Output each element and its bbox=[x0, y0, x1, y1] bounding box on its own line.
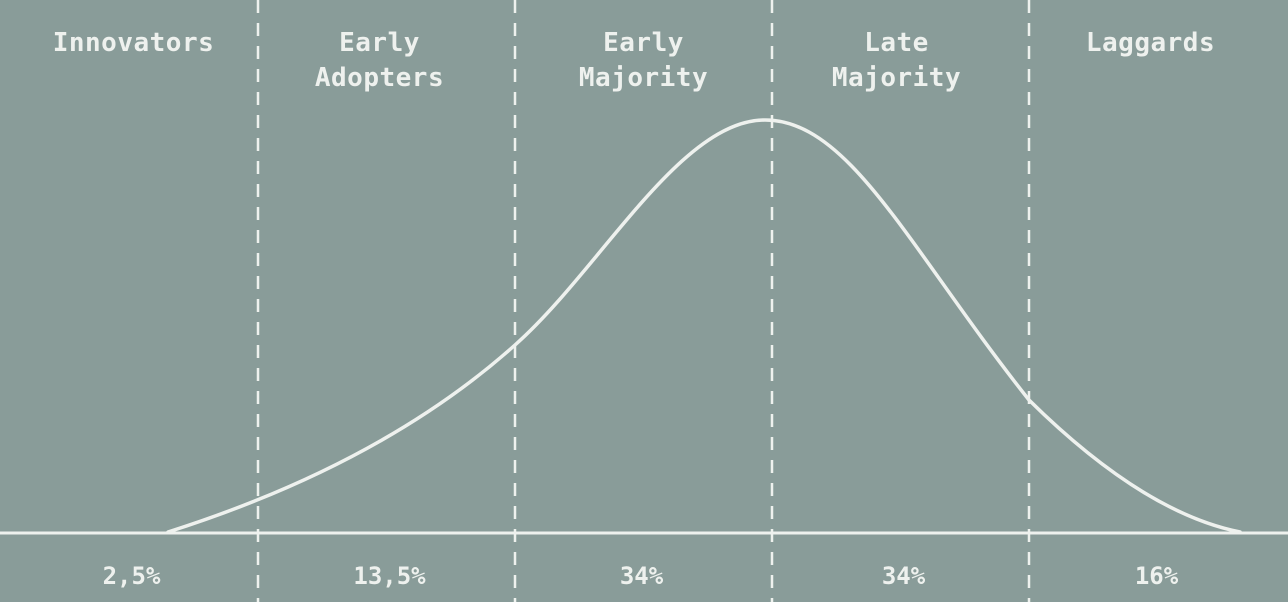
share-laggards: 16% bbox=[1134, 562, 1179, 590]
segment-title-early-adopters: Early Adopters bbox=[251, 26, 508, 96]
segment-title-line: Laggards bbox=[1085, 28, 1216, 58]
segment-title-line: Innovators bbox=[52, 28, 215, 58]
segment-title-line: Late bbox=[864, 28, 929, 58]
segment-title-line: Early bbox=[603, 28, 684, 58]
share-late-majority: 34% bbox=[881, 562, 926, 590]
share-early-majority: 34% bbox=[619, 562, 664, 590]
segment-title-innovators: Innovators bbox=[5, 26, 262, 61]
segment-title-laggards: Laggards bbox=[1022, 26, 1279, 61]
share-early-adopters: 13,5% bbox=[353, 562, 426, 590]
segment-title-line: Early bbox=[339, 28, 420, 58]
bell-curve bbox=[166, 118, 1242, 534]
segment-title-early-majority: Early Majority bbox=[515, 26, 772, 96]
segment-title-line: Adopters bbox=[314, 63, 445, 93]
segment-title-late-majority: Late Majority bbox=[768, 26, 1025, 96]
segment-title-line: Majority bbox=[578, 63, 709, 93]
share-innovators: 2,5% bbox=[102, 562, 161, 590]
segment-title-line: Majority bbox=[831, 63, 962, 93]
